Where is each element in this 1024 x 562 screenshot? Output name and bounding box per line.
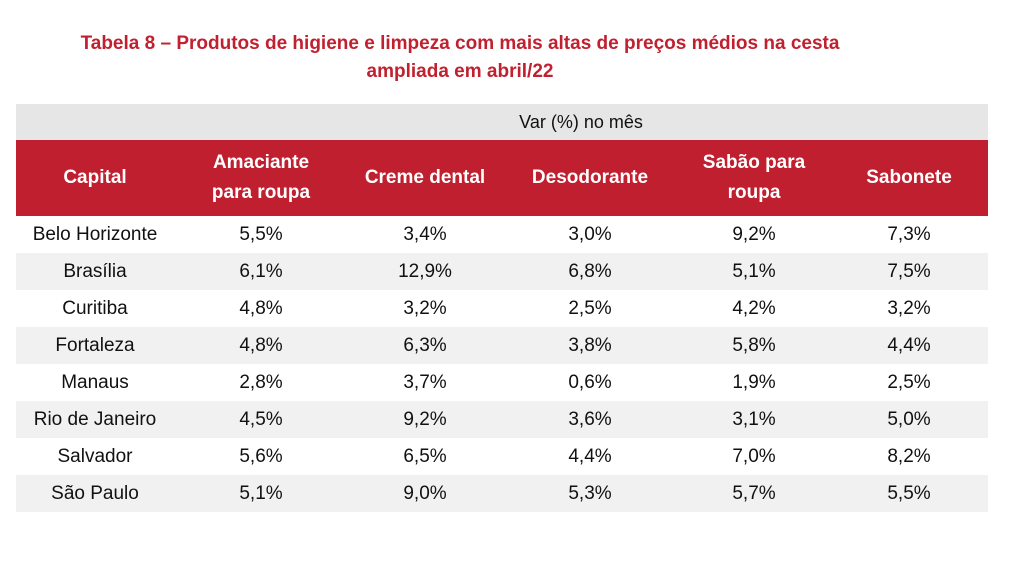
cell-capital: São Paulo [16, 475, 174, 512]
cell-amaciante: 2,8% [239, 371, 283, 393]
cell-amaciante: 5,6% [239, 445, 283, 467]
table-title-line-2: ampliada em abril/22 [366, 61, 554, 82]
cell-capital: Curitiba [62, 297, 128, 319]
cell-capital: Belo Horizonte [32, 223, 158, 245]
cell-capital: Manaus [61, 371, 129, 393]
cell-creme-dental: 3,4% [403, 223, 447, 245]
cell-desodorante: 3,6% [502, 401, 678, 438]
cell-sabao: 3,1% [678, 401, 830, 438]
column-header-creme-dental: Creme dental [348, 140, 502, 216]
cell-sabao: 5,1% [678, 253, 830, 290]
table-title: Tabela 8 – Produtos de higiene e limpeza… [0, 30, 920, 86]
table-row: Fortaleza 4,8% 6,3% 3,8% 5,8% 4,4% [16, 327, 989, 364]
column-header-amaciante-line-2: para roupa [211, 182, 311, 203]
column-header-sabao: Sabão para roupa [678, 140, 830, 216]
cell-desodorante: 3,0% [568, 223, 612, 245]
column-header-sabao-line-2: roupa [727, 182, 781, 203]
column-header-sabonete: Sabonete [830, 140, 989, 216]
cell-sabao: 9,2% [732, 223, 776, 245]
cell-creme-dental: 9,0% [348, 475, 502, 512]
cell-sabonete: 5,0% [830, 401, 989, 438]
table-row: Manaus 2,8% 3,7% 0,6% 1,9% 2,5% [16, 364, 988, 401]
table-row: São Paulo 5,1% 9,0% 5,3% 5,7% 5,5% [16, 475, 989, 512]
cell-amaciante: 4,5% [174, 401, 348, 438]
cell-amaciante: 5,5% [239, 223, 283, 245]
cell-sabao: 5,8% [678, 327, 830, 364]
cell-desodorante: 5,3% [502, 475, 678, 512]
cell-capital: Salvador [57, 445, 133, 467]
cell-desodorante: 6,8% [502, 253, 678, 290]
table-row: Curitiba 4,8% 3,2% 2,5% 4,2% 3,2% [16, 290, 988, 327]
cell-creme-dental: 12,9% [348, 253, 502, 290]
cell-creme-dental: 9,2% [348, 401, 502, 438]
cell-sabao: 1,9% [732, 371, 776, 393]
table-row: Salvador 5,6% 6,5% 4,4% 7,0% 8,2% [16, 438, 988, 475]
table-row: Belo Horizonte 5,5% 3,4% 3,0% 9,2% 7,3% [16, 216, 988, 253]
column-header-amaciante: Amaciante para roupa [174, 140, 348, 216]
cell-creme-dental: 6,3% [348, 327, 502, 364]
cell-amaciante: 6,1% [174, 253, 348, 290]
column-header-row: Capital Amaciante para roupa Creme denta… [16, 140, 989, 216]
cell-sabonete: 4,4% [830, 327, 989, 364]
cell-sabonete: 3,2% [887, 297, 931, 319]
column-header-capital: Capital [16, 140, 174, 216]
cell-amaciante: 4,8% [239, 297, 283, 319]
cell-desodorante: 2,5% [568, 297, 612, 319]
column-header-desodorante: Desodorante [502, 140, 678, 216]
price-variation-table: Var (%) no mês Capital Amaciante para ro… [16, 104, 989, 512]
cell-capital: Rio de Janeiro [16, 401, 174, 438]
super-header-label: Var (%) no mês [174, 104, 989, 140]
super-header-row: Var (%) no mês [16, 104, 989, 140]
cell-sabonete: 7,5% [830, 253, 989, 290]
cell-desodorante: 0,6% [568, 371, 612, 393]
cell-creme-dental: 3,2% [403, 297, 447, 319]
column-header-sabao-line-1: Sabão para [702, 152, 806, 173]
cell-sabao: 5,7% [678, 475, 830, 512]
cell-creme-dental: 3,7% [403, 371, 447, 393]
cell-sabonete: 5,5% [830, 475, 989, 512]
table-row: Rio de Janeiro 4,5% 9,2% 3,6% 3,1% 5,0% [16, 401, 989, 438]
cell-sabao: 4,2% [732, 297, 776, 319]
cell-amaciante: 4,8% [174, 327, 348, 364]
cell-sabonete: 7,3% [887, 223, 931, 245]
cell-sabao: 7,0% [732, 445, 776, 467]
cell-desodorante: 4,4% [568, 445, 612, 467]
cell-creme-dental: 6,5% [403, 445, 447, 467]
table-title-line-1: Tabela 8 – Produtos de higiene e limpeza… [80, 33, 840, 54]
cell-capital: Brasília [16, 253, 174, 290]
column-header-amaciante-line-1: Amaciante [212, 152, 310, 173]
cell-capital: Fortaleza [16, 327, 174, 364]
cell-amaciante: 5,1% [174, 475, 348, 512]
cell-sabonete: 2,5% [887, 371, 931, 393]
cell-sabonete: 8,2% [887, 445, 931, 467]
super-header-spacer [16, 104, 174, 140]
table-row: Brasília 6,1% 12,9% 6,8% 5,1% 7,5% [16, 253, 989, 290]
cell-desodorante: 3,8% [502, 327, 678, 364]
